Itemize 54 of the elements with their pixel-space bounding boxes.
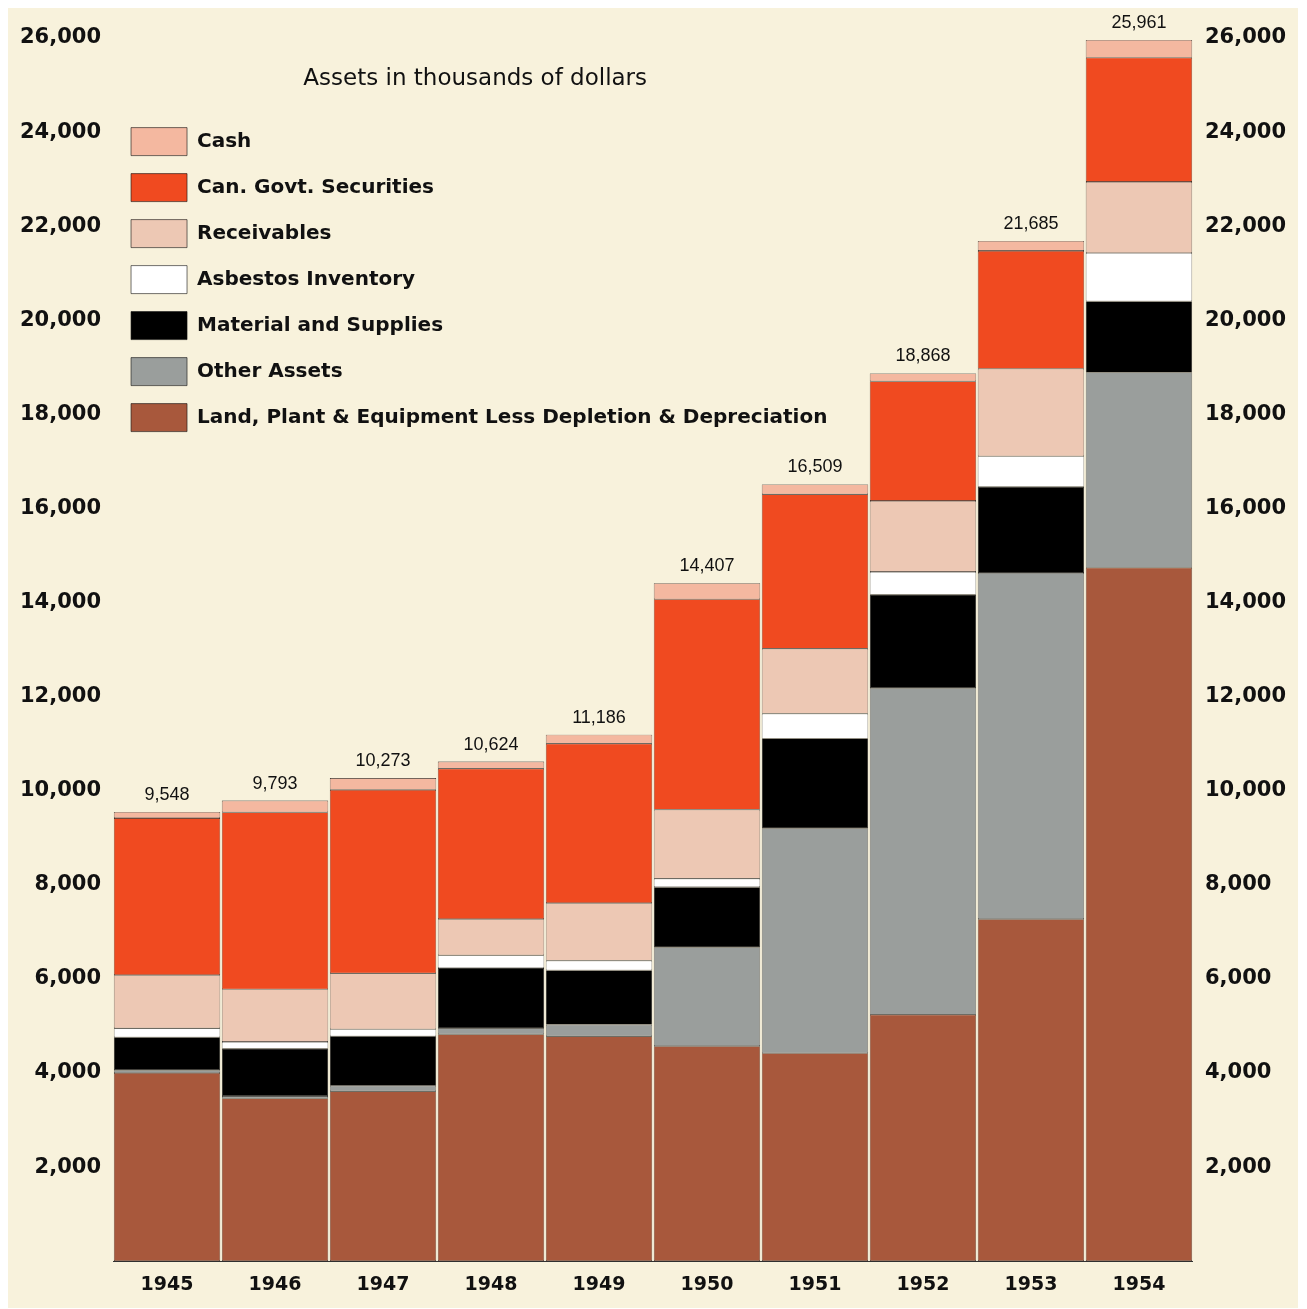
x-tick-label: 1951: [788, 1271, 842, 1294]
y-tick-label: 18,000: [19, 400, 102, 425]
legend-label: Cash: [197, 127, 252, 152]
x-tick-label: 1953: [1004, 1271, 1058, 1294]
total-label: 16,509: [787, 456, 843, 477]
y2-tick-label: 20,000: [1204, 306, 1287, 331]
total-label: 10,624: [463, 733, 519, 754]
total-label: 9,793: [252, 772, 298, 793]
total-label: 9,548: [144, 783, 190, 804]
y-tick-label: 24,000: [19, 118, 102, 143]
y-tick-label: 6,000: [34, 965, 102, 990]
legend-label: Land, Plant & Equipment Less Depletion & Depreciation: [197, 403, 828, 428]
legend-label: Asbestos Inventory: [197, 265, 416, 290]
y2-tick-label: 22,000: [1204, 212, 1287, 237]
y2-tick-label: 4,000: [1204, 1059, 1272, 1084]
legend-title: Assets in thousands of dollars: [303, 64, 648, 91]
total-label: 11,186: [572, 706, 626, 727]
x-tick-label: 1950: [680, 1271, 734, 1294]
total-label: 14,407: [679, 555, 735, 576]
y-tick-label: 22,000: [19, 212, 102, 237]
x-tick-label: 1949: [572, 1271, 626, 1294]
x-tick-label: 1946: [248, 1271, 302, 1294]
y2-tick-label: 18,000: [1204, 400, 1287, 425]
y-tick-label: 12,000: [19, 683, 102, 708]
y-tick-label: 4,000: [34, 1059, 102, 1084]
legend-label: Can. Govt. Securities: [197, 173, 434, 198]
legend-label: Receivables: [197, 219, 332, 244]
y2-tick-label: 6,000: [1204, 965, 1272, 990]
total-label: 18,868: [895, 345, 951, 366]
y-tick-label: 26,000: [19, 24, 102, 49]
y2-tick-label: 8,000: [1204, 871, 1272, 896]
x-tick-label: 1948: [464, 1271, 518, 1294]
y2-tick-label: 10,000: [1204, 777, 1287, 802]
y2-tick-label: 24,000: [1204, 118, 1287, 143]
y-tick-label: 16,000: [19, 494, 102, 519]
y2-tick-label: 14,000: [1204, 589, 1287, 614]
y-tick-label: 2,000: [34, 1153, 102, 1178]
y-tick-label: 20,000: [19, 306, 102, 331]
y-tick-label: 10,000: [19, 777, 102, 802]
y-tick-label: 14,000: [19, 589, 102, 614]
y2-tick-label: 12,000: [1204, 683, 1287, 708]
x-tick-label: 1945: [140, 1271, 194, 1294]
legend-label: Other Assets: [197, 357, 343, 382]
legend-label: Material and Supplies: [197, 311, 444, 336]
x-tick-label: 1954: [1112, 1271, 1166, 1294]
x-tick-label: 1952: [896, 1271, 950, 1294]
total-label: 21,685: [1003, 212, 1059, 233]
total-label: 10,273: [355, 750, 411, 770]
y2-tick-label: 26,000: [1204, 24, 1287, 49]
y-tick-label: 8,000: [34, 871, 102, 896]
total-label: 25,961: [1111, 11, 1167, 32]
y2-tick-label: 2,000: [1204, 1153, 1272, 1178]
y2-tick-label: 16,000: [1204, 494, 1287, 519]
x-tick-label: 1947: [356, 1271, 410, 1294]
